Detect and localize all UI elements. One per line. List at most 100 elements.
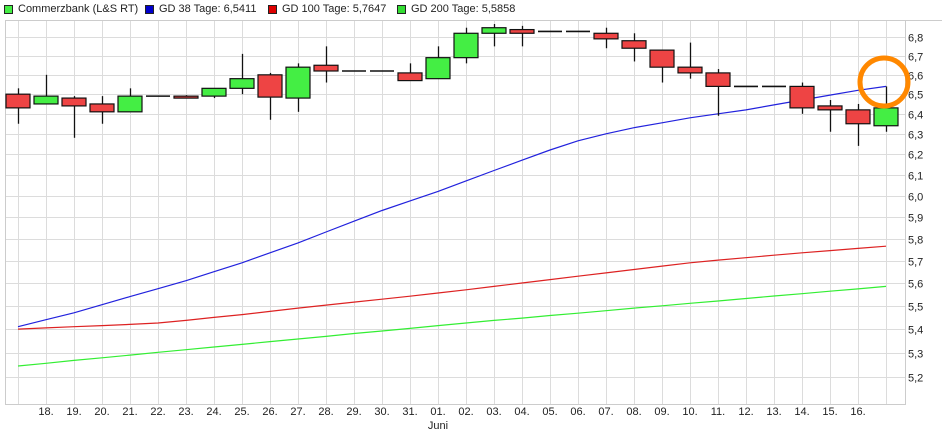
candle-body (481, 27, 507, 34)
x-tick-label: 10. (682, 406, 697, 418)
candle (817, 100, 843, 132)
candle-body (817, 105, 843, 111)
x-tick-label: 05. (542, 406, 557, 418)
candle (89, 96, 115, 124)
legend-swatch-gd200 (397, 4, 406, 14)
x-tick-label: 20. (94, 406, 109, 418)
candle (257, 72, 283, 120)
y-tick-label: 5,2 (908, 373, 923, 385)
chart-legend: Commerzbank (L&S RT) GD 38 Tage: 6,5411 … (0, 0, 942, 20)
candle-body (257, 74, 283, 98)
y-tick-label: 5,8 (908, 235, 923, 247)
candle-body (117, 95, 143, 113)
candle (649, 49, 675, 83)
x-tick-label: 24. (206, 406, 221, 418)
y-tick-label: 6,4 (908, 110, 923, 122)
candle (621, 33, 647, 62)
candle (285, 63, 311, 112)
y-tick-label: 5,4 (908, 325, 923, 337)
legend-label: GD 100 Tage: 5,7647 (282, 3, 387, 15)
y-tick-label: 6,3 (908, 130, 923, 142)
candle-body (453, 32, 479, 59)
candle (61, 96, 87, 138)
ma-38-line (17, 85, 887, 328)
x-tick-label: 18. (38, 406, 53, 418)
x-tick-label: 13. (766, 406, 781, 418)
legend-item-gd200: GD 200 Tage: 5,5858 (397, 3, 515, 15)
y-tick-label: 6,5 (908, 90, 923, 102)
candle-body (789, 85, 815, 109)
candle (845, 103, 871, 146)
legend-item-gd100: GD 100 Tage: 5,7647 (268, 3, 386, 15)
candle-body (229, 78, 255, 89)
candle-body (873, 107, 899, 127)
candle-body (705, 72, 731, 87)
candle-body (425, 57, 451, 80)
candle-body (677, 66, 703, 74)
x-tick-label: 23. (178, 406, 193, 418)
candle (705, 69, 731, 116)
legend-item-gd38: GD 38 Tage: 6,5411 (145, 3, 256, 15)
legend-label: GD 200 Tage: 5,5858 (411, 3, 516, 15)
x-tick-label: 07. (598, 406, 613, 418)
legend-item-commerzbank: Commerzbank (L&S RT) (4, 3, 138, 15)
x-tick-label: 26. (262, 406, 277, 418)
x-tick-label: 02. (458, 406, 473, 418)
x-tick-label: 29. (346, 406, 361, 418)
x-tick-label: 19. (66, 406, 81, 418)
candle-body (61, 97, 87, 107)
y-tick-label: 5,9 (908, 213, 923, 225)
candle-body (33, 95, 59, 105)
legend-swatch-gd100 (268, 4, 277, 14)
y-tick-label: 5,6 (908, 279, 923, 291)
candle-body (621, 40, 647, 49)
x-tick-label: 12. (738, 406, 753, 418)
candle (397, 63, 423, 82)
x-tick-label: 04. (514, 406, 529, 418)
x-tick-label: 11. (711, 406, 725, 418)
x-tick-label: 09. (654, 406, 669, 418)
candle (789, 82, 815, 114)
x-tick-label: 14. (794, 406, 809, 418)
x-month-label: Juni (428, 420, 448, 432)
y-tick-label: 5,7 (908, 257, 923, 269)
candle-body (5, 93, 31, 109)
x-tick-label: 25. (234, 406, 249, 418)
y-tick-label: 6,7 (908, 52, 923, 64)
candle-body (509, 28, 535, 34)
y-tick-label: 6,8 (908, 33, 923, 45)
y-tick-label: 6,6 (908, 71, 923, 83)
candle (5, 88, 31, 124)
candle (509, 25, 535, 47)
legend-swatch-commerzbank (4, 4, 13, 14)
x-tick-label: 22. (150, 406, 165, 418)
candle-body (397, 72, 423, 82)
plot-border (5, 20, 906, 405)
candle (33, 74, 59, 105)
candle (173, 95, 199, 99)
candle-body (593, 32, 619, 40)
x-tick-label: 03. (486, 406, 501, 418)
candle-body (173, 95, 199, 99)
x-tick-label: 31. (402, 406, 417, 418)
highlight-circle (857, 55, 911, 109)
x-tick-label: 16. (850, 406, 865, 418)
candle (425, 46, 451, 80)
candle (677, 42, 703, 79)
candle (229, 53, 255, 95)
ma-100-line (17, 245, 887, 330)
candle (201, 87, 227, 99)
candle (873, 86, 899, 132)
candle-body (201, 87, 227, 97)
legend-label: Commerzbank (L&S RT) (18, 3, 139, 15)
y-tick-label: 6,0 (908, 192, 923, 204)
candle-body (285, 66, 311, 99)
candle (481, 24, 507, 47)
candle (117, 88, 143, 113)
x-tick-label: 21. (122, 406, 137, 418)
candle (453, 27, 479, 64)
candle-body (845, 109, 871, 125)
x-tick-label: 28. (318, 406, 333, 418)
x-tick-label: 08. (626, 406, 641, 418)
